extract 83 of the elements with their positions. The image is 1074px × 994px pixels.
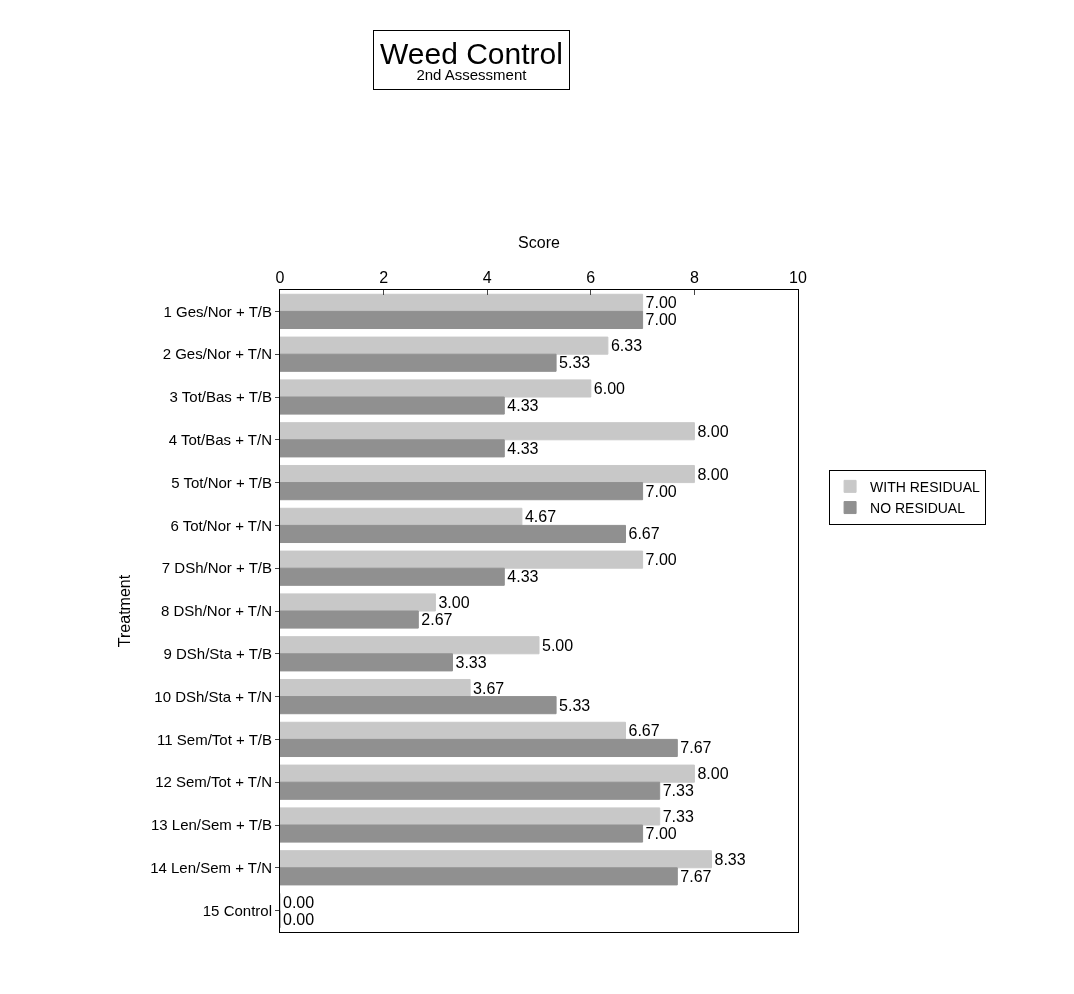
data-label: 5.00 (542, 636, 574, 654)
bar (280, 636, 540, 655)
x-tick-label: 0 (275, 268, 285, 286)
bar (280, 464, 695, 484)
data-label: 0.00 (283, 910, 315, 928)
bar (280, 310, 644, 330)
bar (280, 653, 453, 672)
bar (280, 422, 695, 441)
bar (280, 696, 557, 715)
bar (280, 738, 678, 758)
data-label: 4.33 (507, 397, 539, 415)
bar (280, 550, 644, 569)
data-label: 8.00 (697, 765, 729, 783)
legend-label: NO RESIDUAL (870, 500, 966, 517)
y-tick-label: 8 DSh/Nor + T/N (160, 602, 272, 620)
x-tick-label: 8 (689, 268, 699, 286)
data-label: 7.00 (645, 825, 677, 843)
y-tick-label: 9 DSh/Sta + T/B (163, 645, 272, 663)
data-label: 6.33 (610, 337, 643, 355)
x-tick-label: 4 (482, 268, 492, 286)
bar (280, 781, 661, 800)
bar (280, 610, 419, 629)
legend-label: WITH RESIDUAL (870, 478, 980, 495)
bar (280, 482, 644, 501)
bar (280, 293, 644, 312)
data-label: 3.33 (455, 653, 487, 671)
y-tick-label: 2 Ges/Nor + T/N (162, 345, 272, 363)
y-tick-label: 7 DSh/Nor + T/B (161, 559, 272, 577)
y-tick-label: 15 Control (202, 901, 272, 919)
data-label: 8.00 (697, 465, 729, 483)
data-label: 8.33 (714, 850, 746, 868)
bar (280, 764, 695, 783)
data-label: 7.00 (645, 294, 677, 312)
bar (280, 721, 627, 740)
data-label: 3.67 (473, 679, 505, 697)
x-tick-label: 6 (586, 268, 596, 286)
bar (280, 807, 661, 826)
data-label: 4.33 (507, 439, 539, 457)
data-label: 4.33 (507, 568, 539, 586)
y-tick-label: 5 Tot/Nor + T/B (171, 473, 272, 491)
x-tick-label: 10 (789, 268, 807, 286)
data-label: 7.33 (662, 782, 694, 800)
data-label: 0.00 (283, 893, 315, 911)
y-tick-label: 13 Len/Sem + T/B (150, 816, 272, 834)
data-label: 7.67 (680, 739, 712, 757)
bar (280, 379, 592, 398)
data-label: 4.67 (524, 508, 557, 526)
data-label: 6.67 (628, 525, 660, 543)
data-label: 7.33 (662, 807, 694, 825)
y-axis-title: Treatment (116, 574, 134, 648)
y-tick-label: 14 Len/Sem + T/N (150, 859, 272, 877)
data-label: 8.00 (697, 422, 729, 440)
data-label: 7.00 (645, 551, 677, 569)
bar (280, 867, 678, 886)
x-axis-title: Score (518, 234, 560, 252)
bar (280, 678, 471, 698)
data-label: 7.00 (645, 311, 677, 329)
bar (280, 850, 712, 869)
data-label: 5.33 (559, 696, 591, 714)
data-label: 7.67 (680, 867, 712, 885)
y-tick-label: 11 Sem/Tot + T/B (157, 730, 272, 748)
bar (280, 524, 627, 544)
bar (280, 567, 505, 586)
bar (280, 396, 505, 415)
y-tick-label: 1 Ges/Nor + T/B (163, 302, 272, 320)
y-tick-label: 12 Sem/Tot + T/N (155, 773, 272, 791)
y-tick-label: 3 Tot/Bas + T/B (169, 388, 272, 406)
data-label: 6.00 (593, 379, 626, 397)
bar (280, 593, 436, 612)
bar (280, 507, 523, 526)
data-label: 7.00 (645, 482, 677, 500)
data-label: 2.67 (421, 611, 453, 629)
y-tick-label: 4 Tot/Bas + T/N (168, 431, 272, 449)
data-label: 5.33 (559, 354, 591, 372)
data-label: 3.00 (438, 593, 470, 611)
bar (280, 336, 609, 355)
y-tick-label: 6 Tot/Nor + T/N (170, 516, 272, 534)
bar (280, 353, 557, 372)
bar (280, 824, 644, 843)
x-tick-label: 2 (379, 268, 389, 286)
bar (280, 439, 505, 458)
data-label: 6.67 (628, 722, 660, 740)
y-tick-label: 10 DSh/Sta + T/N (154, 687, 272, 705)
